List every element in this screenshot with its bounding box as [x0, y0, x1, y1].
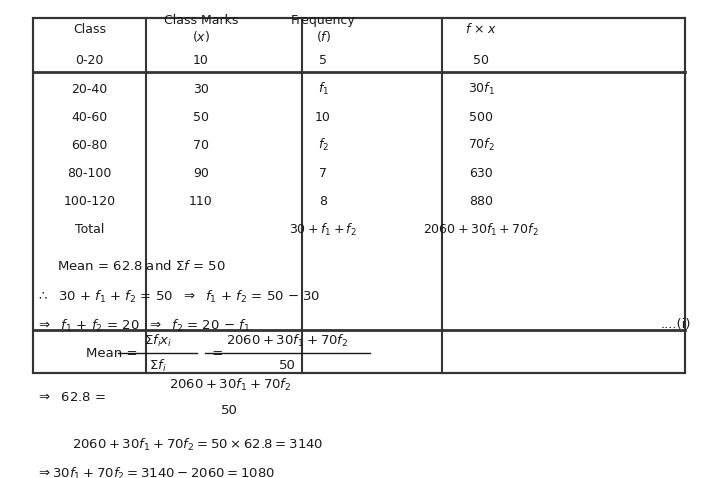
Text: Mean = 62.8 and $\Sigma f$ = 50: Mean = 62.8 and $\Sigma f$ = 50	[57, 259, 226, 273]
Text: 70: 70	[193, 139, 209, 152]
Text: $70f_2$: $70f_2$	[467, 137, 495, 153]
Text: 50: 50	[193, 110, 209, 124]
Text: 880: 880	[469, 195, 493, 208]
Text: Frequency
$(f)$: Frequency $(f)$	[291, 14, 355, 44]
Text: $f_2$: $f_2$	[317, 137, 329, 153]
Text: $30f_1$: $30f_1$	[467, 81, 495, 97]
Text: 8: 8	[319, 195, 327, 208]
Text: 10: 10	[193, 54, 209, 67]
Text: Class Marks
$(x)$: Class Marks $(x)$	[164, 14, 238, 44]
Text: $2060 + 30f_1 + 70f_2$: $2060 + 30f_1 + 70f_2$	[169, 377, 291, 393]
Text: ....(i): ....(i)	[661, 318, 691, 331]
Text: $f$ × $x$: $f$ × $x$	[465, 22, 498, 36]
Text: 60-80: 60-80	[72, 139, 108, 152]
Text: 0-20: 0-20	[75, 54, 104, 67]
FancyBboxPatch shape	[32, 18, 686, 373]
Text: 630: 630	[469, 167, 493, 180]
Text: 50: 50	[221, 404, 238, 417]
Text: $\therefore$  30 + $f_1$ + $f_2$ = 50  $\Rightarrow$  $f_1$ + $f_2$ = 50 − 30: $\therefore$ 30 + $f_1$ + $f_2$ = 50 $\R…	[36, 289, 320, 304]
Text: 30: 30	[193, 83, 209, 96]
Text: $2060 + 30f_1 + 70f_2$: $2060 + 30f_1 + 70f_2$	[226, 333, 348, 348]
Text: =: =	[208, 347, 228, 359]
Text: Total: Total	[75, 223, 104, 236]
Text: 10: 10	[315, 110, 331, 124]
Text: $\Rightarrow 30f_1 + 70f_2 = 3140 - 2060 = 1080$: $\Rightarrow 30f_1 + 70f_2 = 3140 - 2060…	[36, 466, 275, 478]
Text: $\Rightarrow$  62.8 =: $\Rightarrow$ 62.8 =	[36, 391, 107, 404]
Text: 110: 110	[189, 195, 213, 208]
Text: 90: 90	[193, 167, 209, 180]
Text: 500: 500	[469, 110, 493, 124]
Text: Mean =: Mean =	[86, 347, 142, 359]
Text: $\Sigma f_i$: $\Sigma f_i$	[149, 358, 167, 373]
Text: $\Sigma f_i x_i$: $\Sigma f_i x_i$	[144, 333, 172, 348]
Text: $\Rightarrow$  $f_1$ + $f_2$ = 20  $\Rightarrow$  $f_2$ = 20 − $f_1$: $\Rightarrow$ $f_1$ + $f_2$ = 20 $\Right…	[36, 318, 250, 334]
Text: 50: 50	[473, 54, 489, 67]
Text: 5: 5	[319, 54, 327, 67]
Text: 80-100: 80-100	[67, 167, 112, 180]
Text: $2060 + 30f_1 + 70f_2$: $2060 + 30f_1 + 70f_2$	[423, 222, 539, 238]
Text: Class: Class	[73, 23, 106, 36]
Text: 50: 50	[279, 359, 296, 372]
Text: $2060 + 30f_1 + 70f_2 = 50 \times 62.8 = 3140$: $2060 + 30f_1 + 70f_2 = 50 \times 62.8 =…	[72, 437, 323, 453]
Text: 100-120: 100-120	[64, 195, 116, 208]
Text: 20-40: 20-40	[72, 83, 108, 96]
Text: 7: 7	[319, 167, 327, 180]
Text: $30 + f_1 + f_2$: $30 + f_1 + f_2$	[289, 222, 357, 238]
Text: 40-60: 40-60	[72, 110, 108, 124]
Text: $f_1$: $f_1$	[317, 81, 329, 97]
